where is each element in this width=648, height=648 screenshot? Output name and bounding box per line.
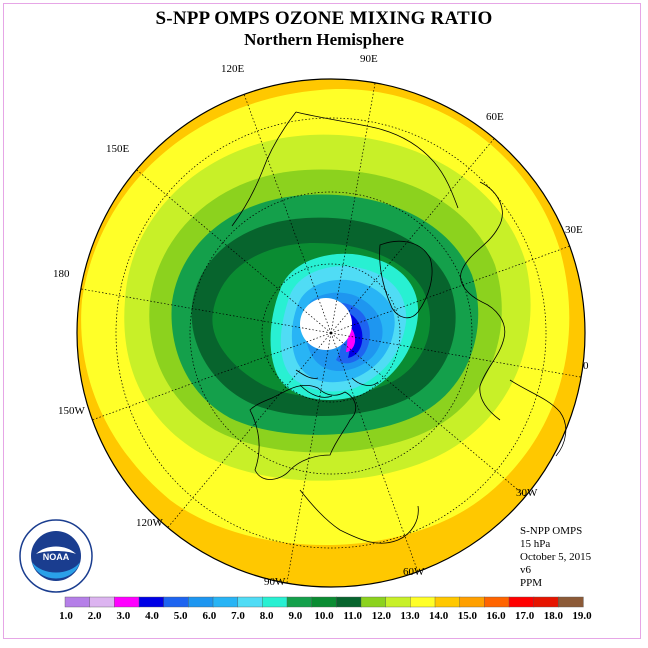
- coastline-africa: [509, 379, 567, 457]
- coastline-asia: [231, 111, 459, 227]
- meridian-line: [80, 288, 332, 334]
- coastline-north-america: [249, 384, 357, 480]
- coastline-greenland: [379, 240, 433, 319]
- meridian-line: [330, 332, 419, 572]
- latitude-circle: [261, 263, 401, 403]
- map-title: S-NPP OMPS OZONE MIXING RATIO: [155, 8, 493, 29]
- observation-date: October 5, 2015: [520, 551, 592, 563]
- page-frame: [3, 3, 641, 639]
- meridians: [80, 82, 582, 584]
- latitude-circle: [115, 117, 547, 549]
- longitude-label: 90W: [264, 576, 286, 588]
- meridian-line: [330, 332, 526, 497]
- noaa-logo: NOAA: [19, 519, 93, 593]
- longitude-label: 90E: [360, 53, 378, 65]
- meridian-line: [330, 82, 376, 334]
- longitude-label: 60W: [403, 566, 425, 578]
- longitude-label: 30W: [516, 487, 538, 499]
- longitude-label: 30E: [565, 224, 583, 236]
- instrument-name: S-NPP OMPS: [520, 525, 583, 537]
- coastlines: [231, 111, 567, 544]
- longitude-label: 150W: [58, 405, 86, 417]
- pressure-level: 15 hPa: [520, 538, 551, 550]
- meridian-line: [330, 245, 570, 334]
- longitude-labels: 90E 60E 30E 0 30W 60W 90W 120W 150W 180 …: [53, 53, 589, 588]
- longitude-label: 150E: [106, 143, 130, 155]
- meridian-line: [330, 138, 495, 334]
- longitude-label: 60E: [486, 111, 504, 123]
- coastline-europe: [460, 181, 506, 421]
- polar-no-data-region: [300, 298, 352, 350]
- meridian-line: [92, 332, 332, 421]
- longitude-label: 180: [53, 268, 70, 280]
- meridian-line: [136, 169, 332, 334]
- map-subtitle: Northern Hemisphere: [244, 30, 404, 49]
- graticule: [80, 82, 582, 584]
- longitude-label: 120E: [221, 63, 245, 75]
- product-info: S-NPP OMPS 15 hPa October 5, 2015 v6 PPM: [520, 525, 591, 590]
- units-label: PPM: [520, 577, 543, 589]
- meridian-line: [330, 332, 582, 378]
- ozone-field: [77, 79, 585, 587]
- longitude-label: 0: [583, 360, 589, 372]
- latitude-circle: [189, 191, 473, 475]
- product-version: v6: [520, 564, 531, 576]
- meridian-line: [243, 94, 332, 334]
- longitude-label: 120W: [136, 517, 164, 529]
- map-boundary: [76, 78, 586, 588]
- meridian-line: [167, 332, 332, 528]
- coastline-arctic-islands: [295, 369, 379, 398]
- noaa-logo-text: NOAA: [43, 552, 70, 562]
- coastline-south-america: [299, 489, 419, 544]
